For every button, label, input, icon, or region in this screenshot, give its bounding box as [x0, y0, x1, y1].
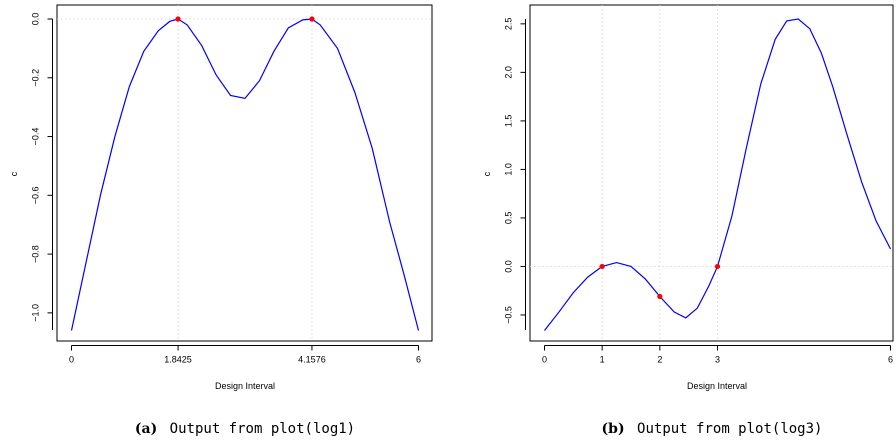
panel-b-x-tick-label-2: 2: [657, 355, 662, 365]
panel-a-point-1: [309, 16, 315, 22]
panel-b-x-tick-label-0: 0: [542, 355, 547, 365]
panel-b-x-tick-label-4: 6: [888, 355, 893, 365]
panel-b-y-tick-label-5: 2.0: [504, 66, 514, 79]
panel-a-x-tick-label-0: 0: [69, 355, 74, 365]
panel-a-y-axis-title: c: [9, 171, 19, 176]
panel-b-caption-label: (b): [602, 421, 625, 437]
panel-b-y-axis-title: c: [482, 171, 492, 176]
panel-a-point-0: [175, 16, 181, 22]
panel-b-point-0: [599, 263, 605, 270]
panel-a-y-tick-label-3: −0.6: [31, 186, 41, 204]
panel-a-x-tick-label-3: 6: [416, 355, 421, 365]
panel-b-x-axis-title: Design Interval: [687, 381, 747, 391]
panel-b-x-tick-label-1: 1: [600, 355, 605, 365]
panel-b-y-tick-label-1: 0.0: [504, 260, 514, 273]
panel-a-caption-label: (a): [135, 421, 157, 437]
panel-a-y-tick-label-2: −0.4: [31, 128, 41, 146]
panel-a-caption-text: Output from plot(log1): [170, 421, 355, 437]
panel-b-caption: (b) Output from plot(log3): [602, 420, 823, 437]
panel-a-y-tick-label-4: −0.8: [31, 245, 41, 263]
panel-a: 0 1.8425 4.1576 6 0.0 −0.2 −0.4 −0.6 −0.8 −1.0 D…: [9, 4, 433, 437]
panel-a-gridlines: [57, 5, 432, 341]
panel-b-x-tick-label-3: 3: [715, 355, 720, 365]
panel-b-points: [599, 263, 721, 300]
panel-a-x-axis-title: Design Interval: [215, 381, 275, 391]
panel-b-gridlines: [530, 5, 893, 341]
panel-a-x-tick-label-1: 1.8425: [164, 355, 192, 365]
panel-a-x-ticks: 0 1.8425 4.1576 6: [69, 345, 421, 365]
panel-b-y-tick-label-4: 1.5: [504, 115, 514, 128]
panel-a-y-tick-label-0: 0.0: [31, 13, 41, 26]
panel-a-points: [175, 16, 315, 22]
panel-b-plot-frame: [529, 4, 894, 342]
panel-b-y-tick-label-0: −0.5: [504, 306, 514, 324]
panel-b-point-2: [714, 263, 721, 270]
panel-a-series-line: [70, 18, 420, 331]
panel-a-y-tick-label-1: −0.2: [31, 69, 41, 87]
panel-a-plot-frame: [56, 4, 433, 342]
panel-a-y-tick-label-5: −1.0: [31, 304, 41, 322]
panel-b-caption-text: Output from plot(log3): [637, 421, 822, 437]
panel-b-y-tick-label-3: 1.0: [504, 163, 514, 176]
panel-b-y-tick-label-6: 2.5: [504, 18, 514, 31]
panel-a-y-ticks: 0.0 −0.2 −0.4 −0.6 −0.8 −1.0: [31, 13, 53, 322]
panel-b: 0 1 2 3 6 −0.5 0.0 0.5 1.0 1.5 2.0 2.5 Design Inte…: [482, 4, 894, 437]
panel-a-caption: (a) Output from plot(log1): [135, 420, 355, 437]
panel-b-y-ticks: −0.5 0.0 0.5 1.0 1.5 2.0 2.5: [504, 18, 526, 324]
panel-b-x-ticks: 0 1 2 3 6: [542, 345, 893, 365]
panel-a-x-tick-label-2: 4.1576: [298, 355, 326, 365]
panel-b-y-tick-label-2: 0.5: [504, 212, 514, 225]
panel-b-point-1: [657, 293, 663, 300]
